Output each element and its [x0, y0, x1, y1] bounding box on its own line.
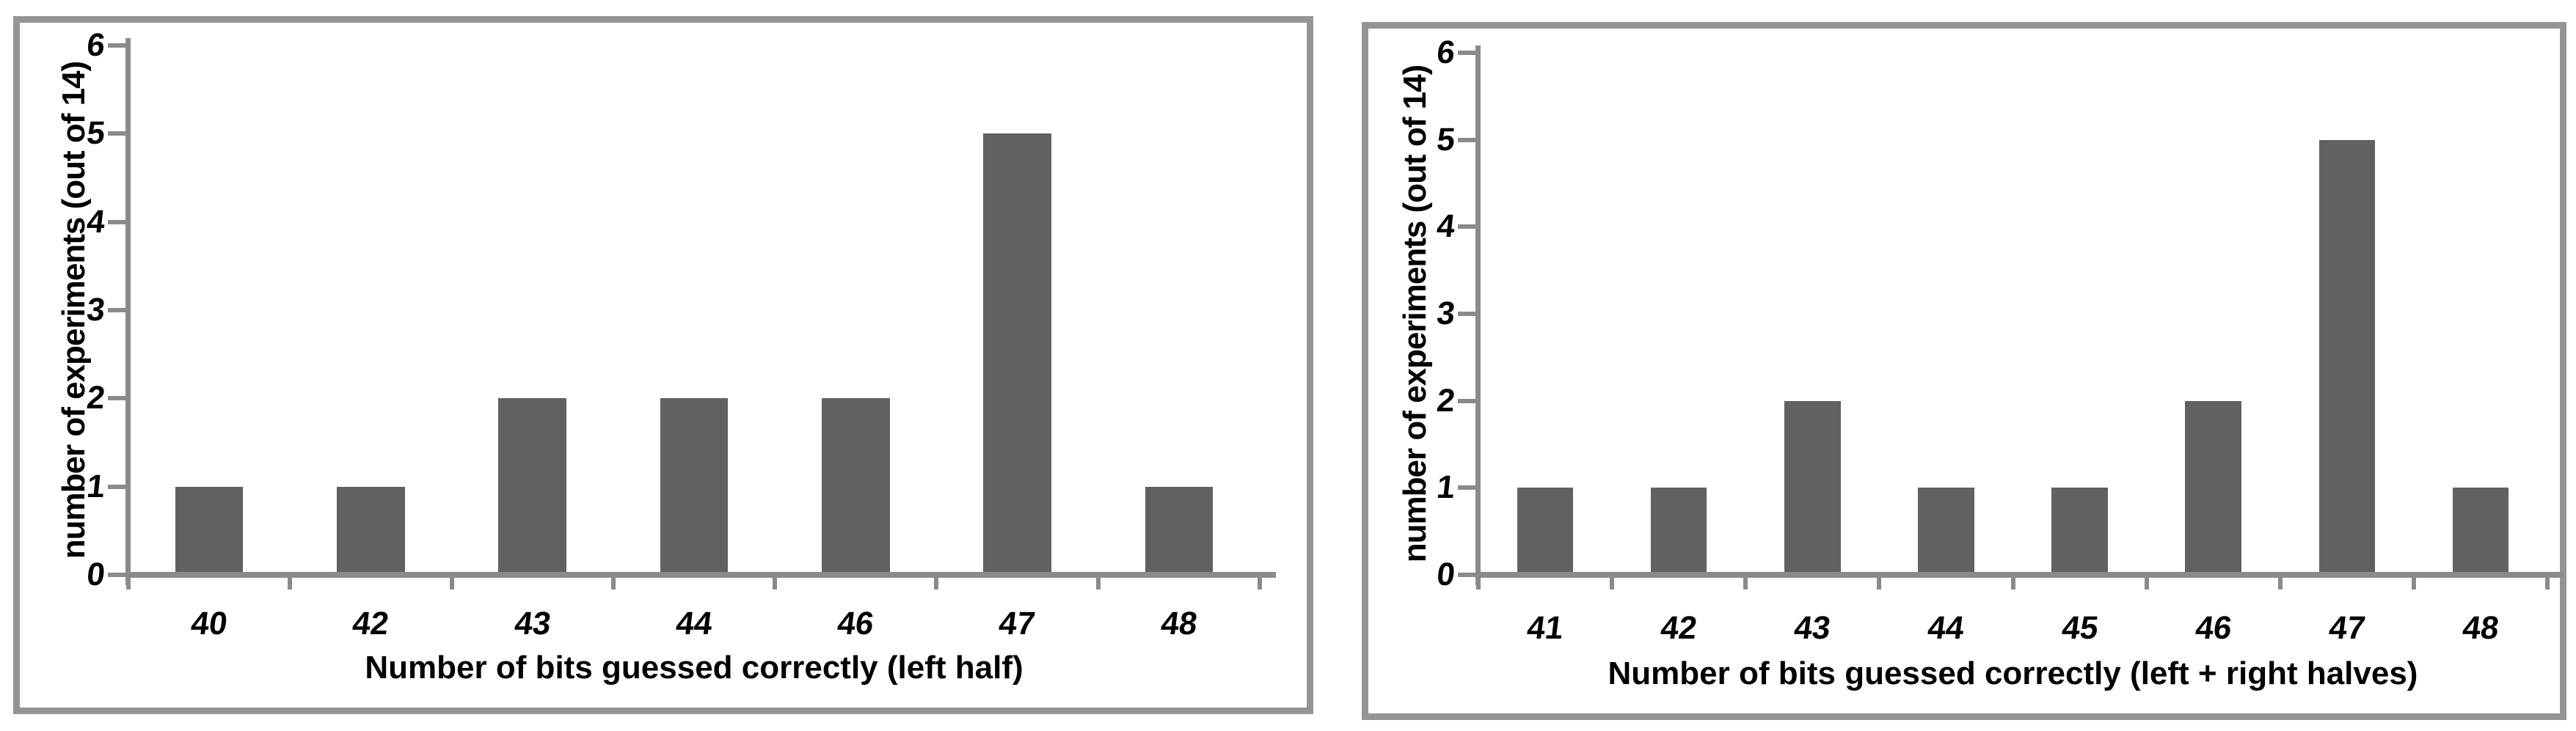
x-tick-mark-8	[2545, 578, 2550, 589]
bar-42	[337, 486, 405, 575]
plot-area-right: number of experiments (out of 14) Number…	[1368, 29, 2564, 713]
x-tick-mark-1	[288, 578, 293, 589]
bar-47	[2318, 139, 2376, 575]
chart-panel-right: number of experiments (out of 14) Number…	[1362, 22, 2566, 720]
y-tick-mark-6	[108, 43, 127, 48]
bar-41	[1517, 488, 1574, 575]
x-tick-mark-7	[2411, 578, 2416, 589]
bar-44	[660, 398, 729, 575]
bar-47	[983, 133, 1051, 575]
x-tick-label-47: 47	[997, 606, 1038, 642]
y-tick-label-0: 0	[84, 556, 107, 592]
y-tick-label-1: 1	[1434, 469, 1457, 506]
x-tick-label-42: 42	[350, 606, 391, 642]
x-tick-mark-4	[773, 578, 778, 589]
bar-46	[822, 398, 890, 575]
x-tick-label-40: 40	[189, 606, 230, 642]
bar-48	[1145, 486, 1214, 575]
x-tick-mark-2	[1743, 578, 1748, 589]
bar-43	[498, 398, 566, 575]
x-tick-mark-5	[2144, 578, 2149, 589]
y-tick-label-4: 4	[84, 203, 107, 240]
x-tick-mark-3	[1877, 578, 1882, 589]
y-axis-line	[1475, 45, 1481, 585]
x-tick-mark-4	[2010, 578, 2015, 589]
x-tick-mark-3	[610, 578, 616, 589]
x-tick-label-41: 41	[1525, 610, 1566, 646]
x-tick-label-48: 48	[1159, 606, 1200, 642]
x-tick-label-48: 48	[2460, 610, 2501, 646]
y-tick-mark-1	[1458, 485, 1477, 491]
y-tick-mark-0	[108, 573, 127, 577]
x-axis-title: Number of bits guessed correctly (left +…	[1608, 655, 2418, 691]
y-tick-label-3: 3	[84, 292, 107, 328]
y-tick-label-5: 5	[84, 115, 107, 152]
y-tick-mark-4	[1458, 224, 1477, 229]
bar-46	[2185, 400, 2241, 575]
y-tick-label-0: 0	[1434, 556, 1457, 592]
x-tick-label-43: 43	[1792, 610, 1833, 646]
y-tick-label-2: 2	[84, 380, 107, 416]
x-tick-label-46: 46	[835, 606, 876, 642]
x-tick-label-44: 44	[1926, 610, 1966, 646]
x-tick-label-46: 46	[2193, 610, 2234, 646]
x-tick-label-45: 45	[2059, 610, 2101, 646]
y-tick-label-3: 3	[1434, 295, 1457, 331]
y-tick-label-2: 2	[1434, 382, 1457, 419]
y-tick-mark-2	[1458, 398, 1477, 403]
x-tick-mark-1	[1610, 578, 1615, 589]
bar-45	[2051, 488, 2108, 575]
x-axis-line	[125, 572, 1276, 578]
plot-area-left: number of experiments (out of 14) Number…	[20, 23, 1307, 708]
x-tick-mark-6	[2277, 578, 2283, 589]
x-tick-label-42: 42	[1658, 610, 1699, 646]
x-axis-line	[1475, 572, 2564, 578]
y-tick-mark-1	[108, 484, 127, 489]
y-tick-mark-0	[1458, 573, 1477, 577]
x-axis-title: Number of bits guessed correctly (left h…	[365, 650, 1024, 686]
x-tick-mark-6	[1095, 578, 1101, 589]
x-tick-mark-5	[934, 578, 939, 589]
x-tick-mark-7	[1258, 578, 1262, 589]
y-tick-mark-5	[108, 131, 127, 136]
x-tick-mark-2	[449, 578, 454, 589]
y-tick-mark-6	[1458, 51, 1477, 55]
y-tick-label-5: 5	[1434, 121, 1457, 158]
bar-40	[175, 486, 244, 575]
bar-43	[1784, 400, 1841, 575]
y-tick-mark-5	[1458, 137, 1477, 142]
bar-44	[1918, 488, 1974, 575]
y-tick-mark-3	[108, 308, 127, 312]
x-tick-label-43: 43	[512, 606, 553, 642]
y-tick-label-6: 6	[84, 27, 107, 63]
y-tick-mark-3	[1458, 312, 1477, 316]
y-tick-label-4: 4	[1434, 208, 1457, 245]
chart-panel-left: number of experiments (out of 14) Number…	[13, 16, 1313, 714]
x-tick-mark-0	[126, 578, 131, 589]
y-tick-label-6: 6	[1434, 34, 1457, 70]
x-tick-label-47: 47	[2327, 610, 2368, 646]
bar-42	[1650, 488, 1707, 575]
y-tick-mark-2	[108, 396, 127, 401]
y-tick-label-1: 1	[84, 468, 107, 504]
x-tick-label-44: 44	[674, 606, 715, 642]
bar-48	[2452, 488, 2509, 575]
x-tick-mark-0	[1476, 578, 1481, 589]
y-axis-line	[125, 38, 131, 585]
y-tick-mark-4	[108, 219, 127, 224]
